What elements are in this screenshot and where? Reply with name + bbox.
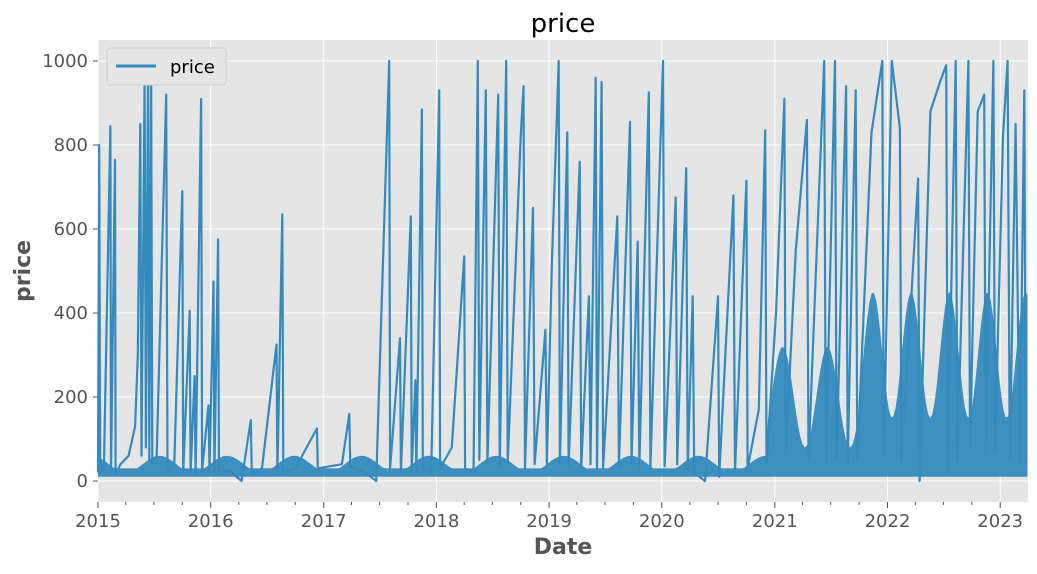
- y-tick-label: 200: [54, 387, 88, 408]
- series-group: [96, 59, 1027, 483]
- y-axis-label: price: [11, 240, 36, 302]
- x-tick-label: 2018: [414, 511, 460, 532]
- tick-marks: [93, 60, 1001, 508]
- price-dense-band: [98, 292, 1028, 477]
- y-tick-labels: 0 200 400 600 800 1000: [42, 51, 88, 492]
- x-tick-label: 2017: [301, 511, 347, 532]
- x-axis-label: Date: [534, 535, 593, 560]
- legend-box: [106, 47, 227, 86]
- chart-title: price: [531, 9, 596, 39]
- x-tick-label: 2021: [752, 511, 798, 532]
- price-band: [98, 292, 1028, 477]
- y-tick-label: 800: [54, 135, 88, 156]
- x-tick-label: 2020: [639, 511, 685, 532]
- y-tick-label: 600: [54, 219, 88, 240]
- x-tick-label: 2016: [188, 511, 234, 532]
- x-tick-label: 2022: [865, 511, 911, 532]
- price-series-line: [96, 59, 1027, 483]
- y-tick-label: 0: [77, 471, 88, 492]
- x-tick-labels: 2015 2016 2017 2018 2019 2020 2021 2022 2023: [75, 511, 1023, 532]
- legend-label: price: [170, 57, 215, 78]
- legend: price: [106, 47, 227, 86]
- y-tick-label: 400: [54, 303, 88, 324]
- x-tick-label: 2023: [977, 511, 1023, 532]
- y-tick-label: 1000: [42, 51, 88, 72]
- x-tick-label: 2015: [75, 511, 121, 532]
- x-tick-label: 2019: [526, 511, 572, 532]
